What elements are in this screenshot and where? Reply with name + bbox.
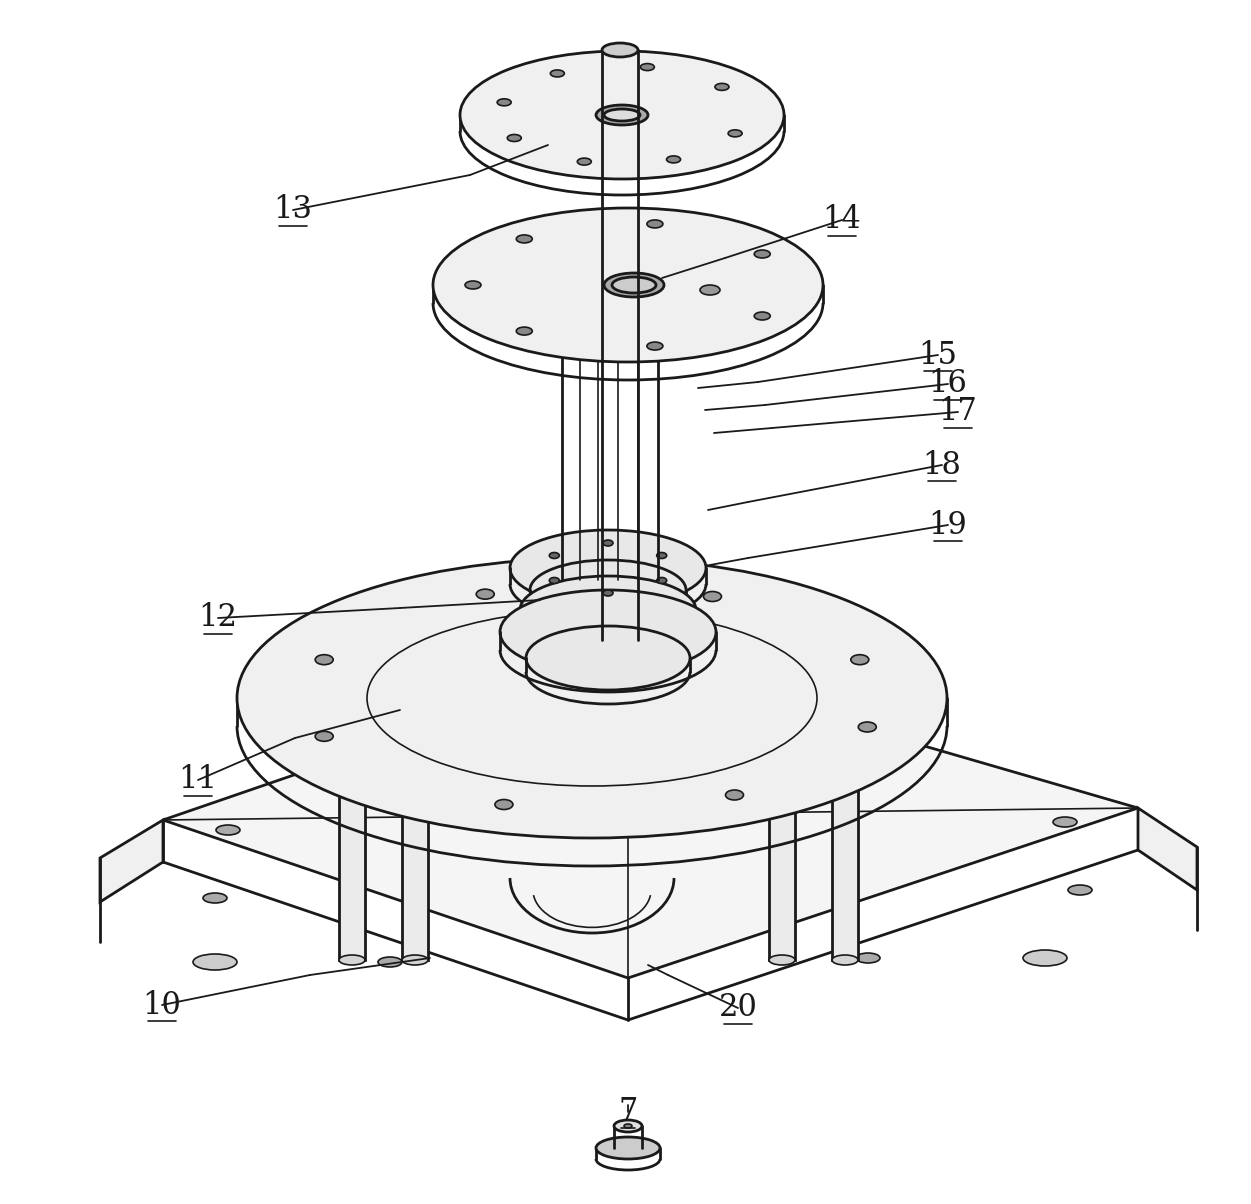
Ellipse shape bbox=[754, 312, 771, 320]
Ellipse shape bbox=[647, 220, 663, 228]
Ellipse shape bbox=[754, 250, 771, 258]
Ellipse shape bbox=[577, 158, 592, 165]
Polygon shape bbox=[832, 748, 858, 960]
Ellipse shape bbox=[550, 70, 564, 77]
Ellipse shape bbox=[236, 557, 947, 838]
Text: 20: 20 bbox=[718, 992, 757, 1023]
Ellipse shape bbox=[433, 208, 823, 362]
Text: 18: 18 bbox=[922, 449, 962, 480]
Ellipse shape bbox=[495, 799, 513, 809]
Ellipse shape bbox=[315, 655, 333, 665]
Ellipse shape bbox=[595, 105, 648, 125]
Ellipse shape bbox=[602, 43, 638, 57]
Ellipse shape bbox=[614, 1120, 642, 1132]
Text: 15: 15 bbox=[918, 340, 957, 371]
Ellipse shape bbox=[497, 99, 512, 106]
Ellipse shape bbox=[517, 327, 532, 335]
Ellipse shape bbox=[612, 277, 656, 293]
Ellipse shape bbox=[832, 743, 858, 752]
Text: 14: 14 bbox=[823, 205, 862, 236]
Ellipse shape bbox=[339, 743, 365, 752]
Polygon shape bbox=[163, 660, 1138, 978]
Ellipse shape bbox=[402, 955, 428, 964]
Ellipse shape bbox=[832, 955, 858, 964]
Ellipse shape bbox=[624, 1125, 632, 1128]
Text: 16: 16 bbox=[928, 368, 967, 400]
Ellipse shape bbox=[520, 576, 696, 644]
Ellipse shape bbox=[203, 893, 226, 903]
Ellipse shape bbox=[703, 591, 722, 602]
Text: 11: 11 bbox=[179, 765, 218, 796]
Ellipse shape bbox=[595, 1137, 661, 1159]
Ellipse shape bbox=[378, 957, 402, 967]
Ellipse shape bbox=[517, 235, 532, 243]
Ellipse shape bbox=[647, 342, 663, 350]
Ellipse shape bbox=[460, 51, 784, 179]
Text: 19: 19 bbox=[928, 509, 967, 541]
Polygon shape bbox=[100, 820, 163, 902]
Text: 17: 17 bbox=[938, 396, 977, 427]
Ellipse shape bbox=[549, 578, 559, 584]
Ellipse shape bbox=[500, 590, 716, 674]
Ellipse shape bbox=[216, 825, 240, 836]
Ellipse shape bbox=[604, 273, 664, 297]
Text: 10: 10 bbox=[143, 990, 181, 1021]
Ellipse shape bbox=[525, 626, 691, 690]
Ellipse shape bbox=[858, 722, 876, 732]
Ellipse shape bbox=[603, 590, 613, 596]
Ellipse shape bbox=[1023, 950, 1067, 966]
Ellipse shape bbox=[477, 589, 494, 600]
Ellipse shape bbox=[604, 110, 641, 120]
Ellipse shape bbox=[769, 955, 794, 964]
Text: 7: 7 bbox=[618, 1097, 638, 1127]
Polygon shape bbox=[769, 748, 794, 960]
Text: 12: 12 bbox=[199, 602, 238, 633]
Polygon shape bbox=[1138, 808, 1197, 890]
Ellipse shape bbox=[193, 954, 236, 970]
Ellipse shape bbox=[851, 655, 868, 665]
Ellipse shape bbox=[701, 285, 721, 295]
Ellipse shape bbox=[315, 731, 333, 742]
Ellipse shape bbox=[856, 954, 879, 963]
Text: 13: 13 bbox=[274, 195, 313, 225]
Polygon shape bbox=[339, 748, 365, 960]
Ellipse shape bbox=[728, 130, 742, 137]
Ellipse shape bbox=[560, 281, 661, 303]
Ellipse shape bbox=[641, 64, 654, 71]
Ellipse shape bbox=[657, 578, 667, 584]
Ellipse shape bbox=[510, 530, 706, 606]
Ellipse shape bbox=[667, 155, 681, 163]
Ellipse shape bbox=[603, 541, 613, 545]
Ellipse shape bbox=[1053, 818, 1077, 827]
Ellipse shape bbox=[769, 743, 794, 752]
Polygon shape bbox=[402, 748, 428, 960]
Ellipse shape bbox=[507, 135, 522, 142]
Ellipse shape bbox=[1068, 885, 1092, 895]
Ellipse shape bbox=[402, 743, 428, 752]
Ellipse shape bbox=[530, 560, 686, 620]
Ellipse shape bbox=[726, 790, 743, 799]
Ellipse shape bbox=[549, 553, 559, 559]
Ellipse shape bbox=[465, 281, 480, 289]
Ellipse shape bbox=[657, 553, 667, 559]
Ellipse shape bbox=[714, 83, 729, 90]
Ellipse shape bbox=[339, 955, 365, 964]
